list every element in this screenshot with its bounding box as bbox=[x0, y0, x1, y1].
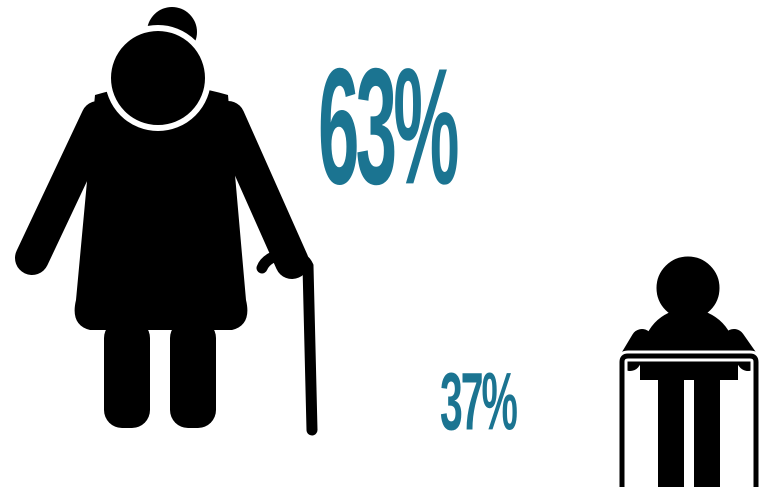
men-percentage: 37% bbox=[440, 356, 518, 448]
elderly-man-with-walker-icon bbox=[616, 251, 761, 487]
elderly-woman-with-cane-icon bbox=[15, 7, 318, 436]
women-percentage: 63% bbox=[318, 34, 459, 220]
